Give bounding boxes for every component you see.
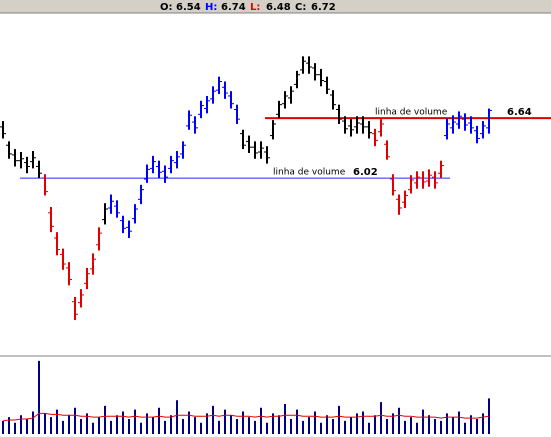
volume-bar bbox=[344, 420, 346, 434]
volume-bar bbox=[14, 422, 16, 434]
volume-bar bbox=[314, 411, 316, 434]
volume-bar bbox=[374, 415, 376, 434]
volume-average bbox=[2, 412, 490, 422]
volume-bar bbox=[296, 409, 298, 434]
volume-bar bbox=[116, 415, 118, 434]
header-label: H: bbox=[205, 2, 217, 13]
volume-bar bbox=[416, 422, 418, 434]
volume-bar bbox=[458, 411, 460, 434]
volume-bar bbox=[62, 420, 64, 434]
header-value: 6.48 bbox=[266, 2, 291, 13]
volume-bar bbox=[188, 411, 190, 434]
volume-bar bbox=[332, 419, 334, 434]
volume-bar bbox=[326, 415, 328, 434]
volume-bar bbox=[68, 415, 70, 434]
volume-bar bbox=[434, 419, 436, 434]
volume-bar bbox=[464, 422, 466, 434]
volume-bar bbox=[470, 415, 472, 434]
volume-bar bbox=[26, 419, 28, 434]
volume-bar bbox=[278, 415, 280, 434]
volume-bar bbox=[224, 409, 226, 434]
volume-bar bbox=[380, 402, 382, 434]
volume-bar bbox=[56, 409, 58, 434]
volume-bar bbox=[422, 409, 424, 434]
volume-bar bbox=[74, 407, 76, 434]
volume-bar bbox=[350, 417, 352, 434]
volume-bar bbox=[440, 420, 442, 434]
volume-bar bbox=[428, 415, 430, 434]
volume-bar bbox=[446, 413, 448, 434]
volume-bar bbox=[170, 415, 172, 434]
volume-bar bbox=[164, 420, 166, 434]
volume-bar bbox=[50, 417, 52, 434]
volume-bar bbox=[308, 417, 310, 434]
volume-bar bbox=[140, 422, 142, 434]
volume-bar bbox=[320, 422, 322, 434]
reference-value: 6.02 bbox=[353, 167, 378, 178]
volume-bar bbox=[38, 360, 40, 434]
header-label: O: bbox=[160, 2, 173, 13]
volume-bar bbox=[158, 407, 160, 434]
volume-bar bbox=[386, 419, 388, 434]
reference-label: linha de volume bbox=[273, 168, 346, 178]
volume-bar bbox=[44, 413, 46, 434]
volume-bar bbox=[242, 411, 244, 434]
volume-bar bbox=[392, 413, 394, 434]
volume-bar bbox=[200, 422, 202, 434]
volume-bar bbox=[86, 413, 88, 434]
volume-bar bbox=[134, 409, 136, 434]
volume-bar bbox=[248, 417, 250, 434]
volume-bar bbox=[476, 419, 478, 434]
reference-label: linha de volume bbox=[375, 108, 448, 118]
header-value: 6.54 bbox=[176, 2, 201, 13]
volume-bar bbox=[284, 404, 286, 434]
header-label: C: bbox=[295, 2, 306, 13]
volume-bar bbox=[176, 400, 178, 434]
volume-bar bbox=[266, 422, 268, 434]
volume-bar bbox=[404, 420, 406, 434]
volume-bar bbox=[20, 415, 22, 434]
volume-bar bbox=[230, 415, 232, 434]
volume-bar bbox=[302, 420, 304, 434]
volume-bar bbox=[218, 420, 220, 434]
header-bar bbox=[0, 0, 551, 13]
volume-bar bbox=[410, 417, 412, 434]
volume-bar bbox=[8, 417, 10, 434]
volume-bar bbox=[194, 417, 196, 434]
volume-bar bbox=[290, 419, 292, 434]
volume-bar bbox=[182, 419, 184, 434]
volume-bar bbox=[122, 411, 124, 434]
volume-bar bbox=[206, 413, 208, 434]
volume-bar bbox=[482, 413, 484, 434]
volume-bar bbox=[272, 413, 274, 434]
volume-bar bbox=[362, 411, 364, 434]
volume-bar bbox=[152, 417, 154, 434]
volume-bar bbox=[260, 407, 262, 434]
volume-bar bbox=[368, 422, 370, 434]
volume-bar bbox=[104, 405, 106, 434]
header-label: L: bbox=[250, 2, 260, 13]
volume-bar bbox=[98, 417, 100, 434]
volume-bar bbox=[128, 419, 130, 434]
volume-bar bbox=[80, 419, 82, 434]
volume-bar bbox=[356, 413, 358, 434]
reference-value: 6.64 bbox=[507, 107, 532, 118]
volume-bar bbox=[254, 420, 256, 434]
volume-bar bbox=[146, 413, 148, 434]
header-value: 6.72 bbox=[311, 2, 336, 13]
volume-bar bbox=[338, 405, 340, 434]
volume-bar bbox=[452, 417, 454, 434]
volume-bar bbox=[212, 405, 214, 434]
volume-bar bbox=[32, 411, 34, 434]
volume-bar bbox=[398, 407, 400, 434]
header-value: 6.74 bbox=[221, 2, 246, 13]
volume-bar bbox=[236, 419, 238, 434]
volume-bar bbox=[92, 422, 94, 434]
volume-bar bbox=[2, 420, 4, 434]
volume-bar bbox=[110, 420, 112, 434]
